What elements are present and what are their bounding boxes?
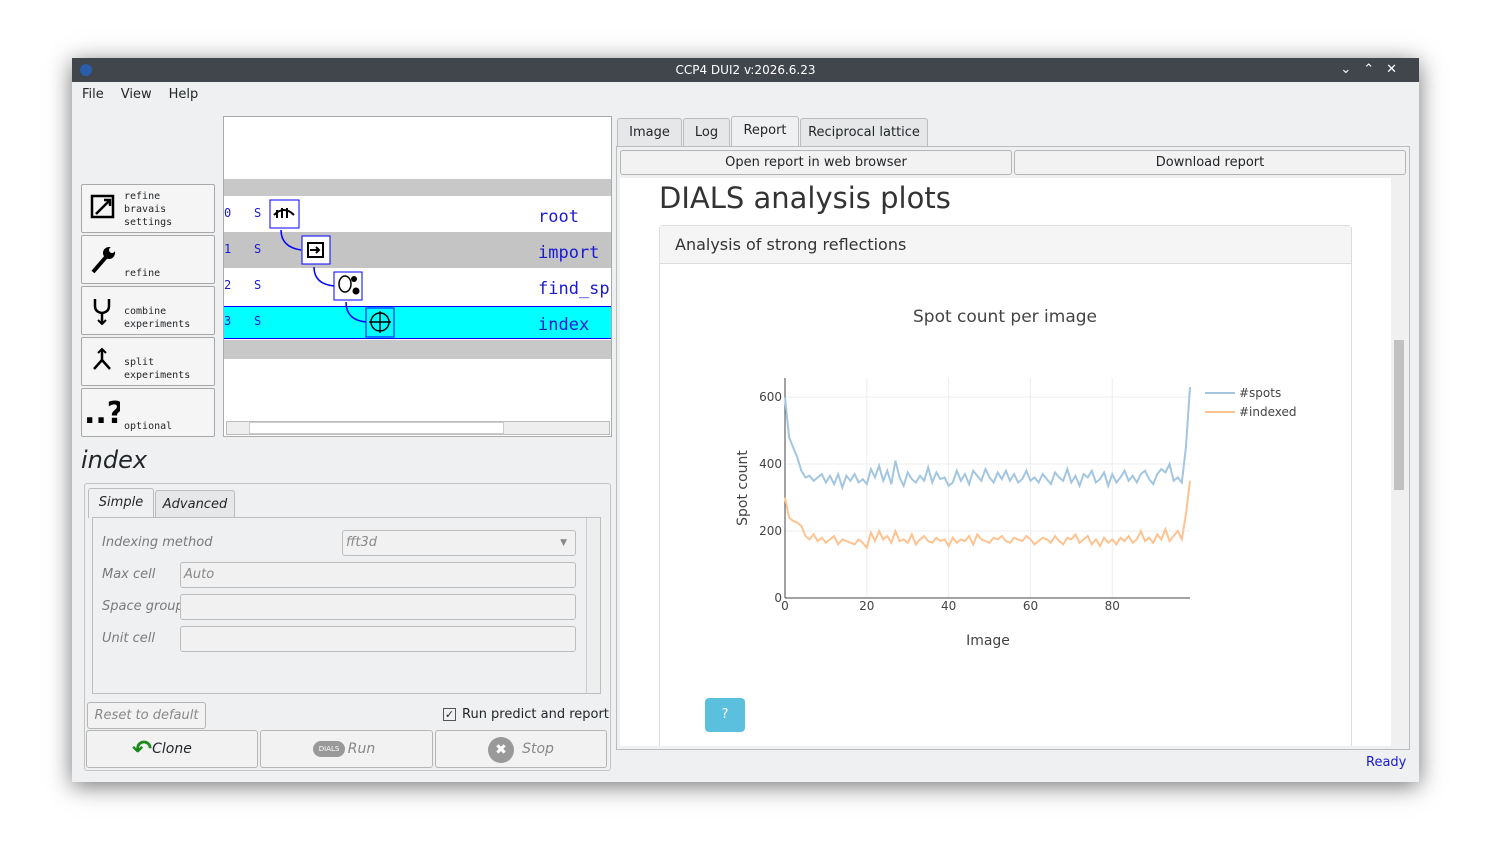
button-label: Clone [152, 741, 192, 757]
y-tick-label: 0 [774, 591, 782, 605]
node-label[interactable]: root [538, 207, 579, 227]
y-axis-label: Spot count [735, 450, 751, 526]
node-index: 0 [224, 206, 232, 220]
tab[interactable]: Image [617, 118, 682, 147]
x-tick-label: 40 [941, 599, 956, 613]
checkbox[interactable]: ✓ [443, 708, 456, 721]
clone-button[interactable]: ↶ Clone [86, 730, 258, 768]
run-icon: DIALS [313, 741, 345, 757]
tool-button[interactable]: refine [81, 235, 215, 284]
legend-label: #indexed [1239, 405, 1297, 419]
x-tick-label: 60 [1023, 599, 1038, 613]
report-button[interactable]: Open report in web browser [620, 150, 1012, 175]
node-label[interactable]: find_sp [538, 279, 610, 299]
line-series [784, 480, 1191, 550]
x-tick-label: 20 [859, 599, 874, 613]
report-panel: Analysis of strong reflections ? [659, 225, 1352, 746]
stop-button[interactable]: ✖ Stop [435, 730, 607, 768]
v-scrollbar[interactable] [586, 518, 600, 693]
button-label: Stop [522, 741, 554, 757]
panel-title: Analysis of strong reflections [660, 226, 1351, 264]
tool-button[interactable]: refine bravais settings [81, 184, 215, 233]
node-state: S [254, 314, 262, 328]
menu-item[interactable]: Help [168, 87, 199, 102]
checkbox-label: Run predict and report [462, 707, 609, 722]
chart-title: Spot count per image [913, 307, 1097, 327]
history-tree: 0 S root 1 S import 2 S find_sp 3 S inde… [223, 116, 612, 437]
h-scrollbar[interactable] [226, 421, 610, 435]
report-button[interactable]: Download report [1014, 150, 1406, 175]
tab[interactable]: Report [731, 116, 799, 147]
node-label[interactable]: index [538, 315, 590, 335]
menu-item[interactable]: File [82, 87, 104, 102]
combo-box[interactable]: fft3d ▼ [342, 530, 576, 556]
y-tick-label: 400 [759, 457, 782, 471]
node-index: 3 [224, 314, 232, 328]
help-button[interactable]: ? [705, 698, 745, 732]
y-tick-label: 600 [759, 390, 782, 404]
report-view: DIALS analysis plots Analysis of strong … [620, 178, 1406, 746]
combo-value: fft3d [346, 535, 378, 550]
tab[interactable]: Reciprocal lattice [800, 118, 928, 147]
title-bar: CCP4 DUI2 v:2026.6.23 ⌄⌃✕ [72, 58, 1419, 82]
window-controls[interactable]: ⌄⌃✕ [1340, 62, 1409, 77]
line-series [784, 386, 1191, 491]
report-heading: DIALS analysis plots [659, 181, 951, 215]
x-axis-label: Image [966, 633, 1010, 649]
params-panel [92, 517, 601, 694]
tool-label: split experiments [124, 357, 191, 381]
tool-label: refine bravais settings [124, 191, 173, 228]
chart: Spot count per image Image Spot count 0 2… [735, 307, 1297, 649]
node-state: S [254, 278, 262, 292]
step-title: index [81, 446, 148, 474]
menu-bar: File View Help [82, 87, 215, 102]
v-scrollbar[interactable] [1391, 178, 1406, 746]
param-label: Space group [102, 599, 184, 614]
tool-button[interactable]: ..? optional [81, 388, 215, 437]
report-pane [616, 146, 1410, 750]
reset-button[interactable]: Reset to default [87, 702, 206, 729]
tool-label: refine [124, 268, 161, 279]
params-box [84, 483, 611, 771]
tab[interactable]: Log [683, 118, 730, 147]
svg-text:..?: ..? [84, 396, 120, 427]
y-tick-label: 200 [759, 524, 782, 538]
tree-graph [269, 199, 395, 338]
node-label[interactable]: import [538, 243, 600, 263]
status-text: Ready [1366, 755, 1407, 770]
window-title: CCP4 DUI2 v:2026.6.23 [675, 63, 816, 77]
tab[interactable]: Advanced [155, 490, 235, 517]
node-state: S [254, 206, 262, 220]
x-tick-label: 0 [781, 599, 789, 613]
param-label: Max cell [102, 567, 156, 582]
app-icon [80, 64, 92, 76]
param-label: Indexing method [102, 535, 213, 550]
param-label: Unit cell [102, 631, 155, 646]
tool-label: combine experiments [124, 306, 191, 330]
legend-label: #spots [1239, 386, 1281, 400]
node-index: 1 [224, 242, 232, 256]
tool-label: optional [124, 421, 173, 432]
run-button[interactable]: DIALS Run [260, 730, 433, 768]
tool-button[interactable]: combine experiments [81, 286, 215, 335]
node-state: S [254, 242, 262, 256]
button-label: Run [347, 741, 376, 757]
text-input[interactable] [180, 594, 576, 620]
tab[interactable]: Simple [88, 488, 154, 518]
x-tick-label: 80 [1105, 599, 1120, 613]
text-input[interactable]: Auto [180, 562, 576, 588]
menu-item[interactable]: View [120, 87, 152, 102]
node-index: 2 [224, 278, 232, 292]
tool-button[interactable]: split experiments [81, 337, 215, 386]
text-input[interactable] [180, 626, 576, 652]
